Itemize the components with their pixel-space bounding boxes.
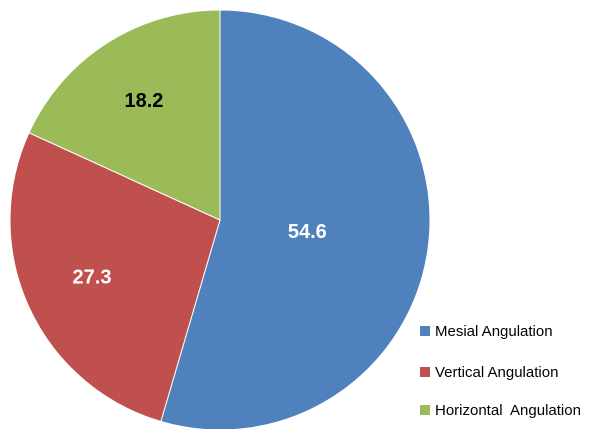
legend-swatch (420, 405, 430, 415)
legend-label: Vertical Angulation (435, 364, 558, 381)
data-label: 54.6 (288, 221, 327, 243)
legend-label: Mesial Angulation (435, 323, 553, 340)
data-label: 18.2 (124, 90, 163, 112)
pie-slice (160, 9, 431, 429)
pie-slice (28, 9, 221, 221)
legend-swatch (420, 326, 430, 336)
data-label: 27.3 (73, 267, 112, 289)
legend-swatch (420, 367, 430, 377)
pie-slice (9, 132, 221, 423)
legend-label: Horizontal Angulation (435, 402, 581, 419)
